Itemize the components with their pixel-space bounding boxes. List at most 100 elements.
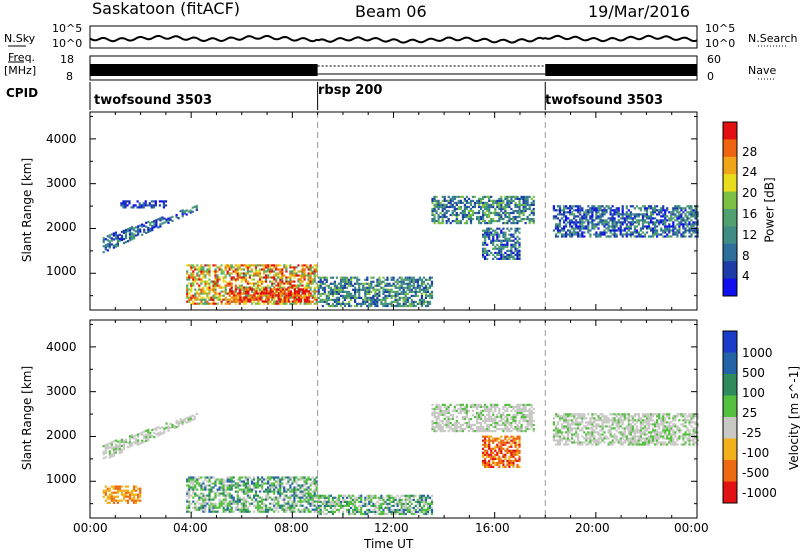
power-cell <box>206 272 209 275</box>
velocity-cell <box>220 480 223 483</box>
power-cell <box>518 213 521 217</box>
velocity-cell <box>388 502 391 505</box>
power-cell <box>311 290 314 293</box>
power-cell <box>482 255 485 258</box>
velocity-cell <box>208 478 211 481</box>
power-cell <box>412 276 415 279</box>
power-cell <box>304 290 307 293</box>
power-cell <box>376 296 379 299</box>
velocity-cell <box>289 488 292 491</box>
power-cell <box>259 298 262 301</box>
power-cell <box>240 276 243 279</box>
velocity-cell <box>145 437 148 440</box>
power-cell <box>333 284 336 287</box>
power-cell <box>641 219 645 222</box>
velocity-cell <box>258 500 262 503</box>
power-cell <box>200 298 203 301</box>
power-cell <box>190 302 193 305</box>
power-cell <box>242 288 245 291</box>
power-cell <box>469 215 473 219</box>
power-cell <box>303 274 306 277</box>
power-cell <box>500 249 503 252</box>
velocity-cell <box>490 415 493 419</box>
power-cell <box>558 205 562 208</box>
velocity-cell <box>461 428 464 431</box>
power-cell <box>269 276 272 279</box>
velocity-cell <box>277 480 280 483</box>
velocity-cell <box>167 427 170 430</box>
velocity-cell <box>230 498 233 501</box>
power-cell <box>414 294 417 297</box>
power-cell <box>218 268 221 271</box>
power-cell <box>473 205 477 209</box>
power-cell <box>678 231 681 234</box>
velocity-cell <box>453 421 456 425</box>
velocity-cell <box>279 494 282 497</box>
velocity-cell <box>494 423 497 427</box>
power-cell <box>161 218 164 221</box>
velocity-cell <box>532 423 535 427</box>
power-cell <box>273 294 276 297</box>
velocity-cell <box>327 502 330 505</box>
power-cell <box>465 222 468 225</box>
power-cell <box>647 205 651 208</box>
velocity-cell <box>224 504 227 507</box>
power-cell <box>556 235 560 238</box>
power-cell <box>275 302 278 305</box>
power-cell <box>188 276 191 279</box>
power-cell <box>443 213 446 217</box>
velocity-cell <box>414 510 417 513</box>
power-cell <box>362 286 365 289</box>
power-cell <box>558 219 562 222</box>
power-cell <box>587 225 590 228</box>
power-cell <box>532 211 535 215</box>
power-cell <box>277 294 280 297</box>
power-cell <box>323 300 326 303</box>
power-cell <box>126 228 130 231</box>
velocity-cell <box>301 492 304 495</box>
power-cell <box>236 266 239 269</box>
power-cell <box>244 266 247 269</box>
power-cell <box>376 284 379 287</box>
velocity-cell <box>186 504 189 507</box>
power-cell <box>267 276 270 279</box>
velocity-cell <box>112 501 115 504</box>
power-cell <box>325 280 328 283</box>
power-cell <box>210 302 213 305</box>
velocity-cell <box>341 498 345 501</box>
power-cell <box>305 288 308 291</box>
power-cell <box>317 296 320 299</box>
power-cell <box>289 284 292 287</box>
power-cell <box>445 215 448 219</box>
power-cell <box>343 286 347 289</box>
velocity-cell <box>506 421 509 425</box>
velocity-cell <box>317 500 320 503</box>
power-cell <box>194 296 197 299</box>
velocity-cell <box>108 442 111 445</box>
power-cell <box>285 270 288 273</box>
velocity-cell <box>329 494 332 497</box>
velocity-cell <box>430 512 434 516</box>
power-cell <box>394 296 397 299</box>
power-cell <box>122 204 125 207</box>
velocity-cell <box>277 510 280 513</box>
power-cell <box>500 213 503 217</box>
power-cell <box>645 215 649 218</box>
power-cell <box>309 302 312 305</box>
power-cell <box>339 276 343 279</box>
power-cell <box>200 292 203 295</box>
velocity-cell <box>104 491 107 494</box>
power-cell <box>295 286 298 289</box>
power-cell <box>457 213 460 217</box>
power-cell <box>467 218 471 221</box>
velocity-cell <box>435 403 438 406</box>
power-cell <box>482 235 485 238</box>
velocity-cell <box>424 502 428 505</box>
velocity-cell <box>128 439 132 442</box>
power-cell <box>341 300 345 303</box>
velocity-cell <box>252 510 256 513</box>
power-cell <box>313 278 316 281</box>
power-cell <box>650 213 653 216</box>
power-cell <box>380 286 383 289</box>
velocity-cell <box>431 403 434 406</box>
